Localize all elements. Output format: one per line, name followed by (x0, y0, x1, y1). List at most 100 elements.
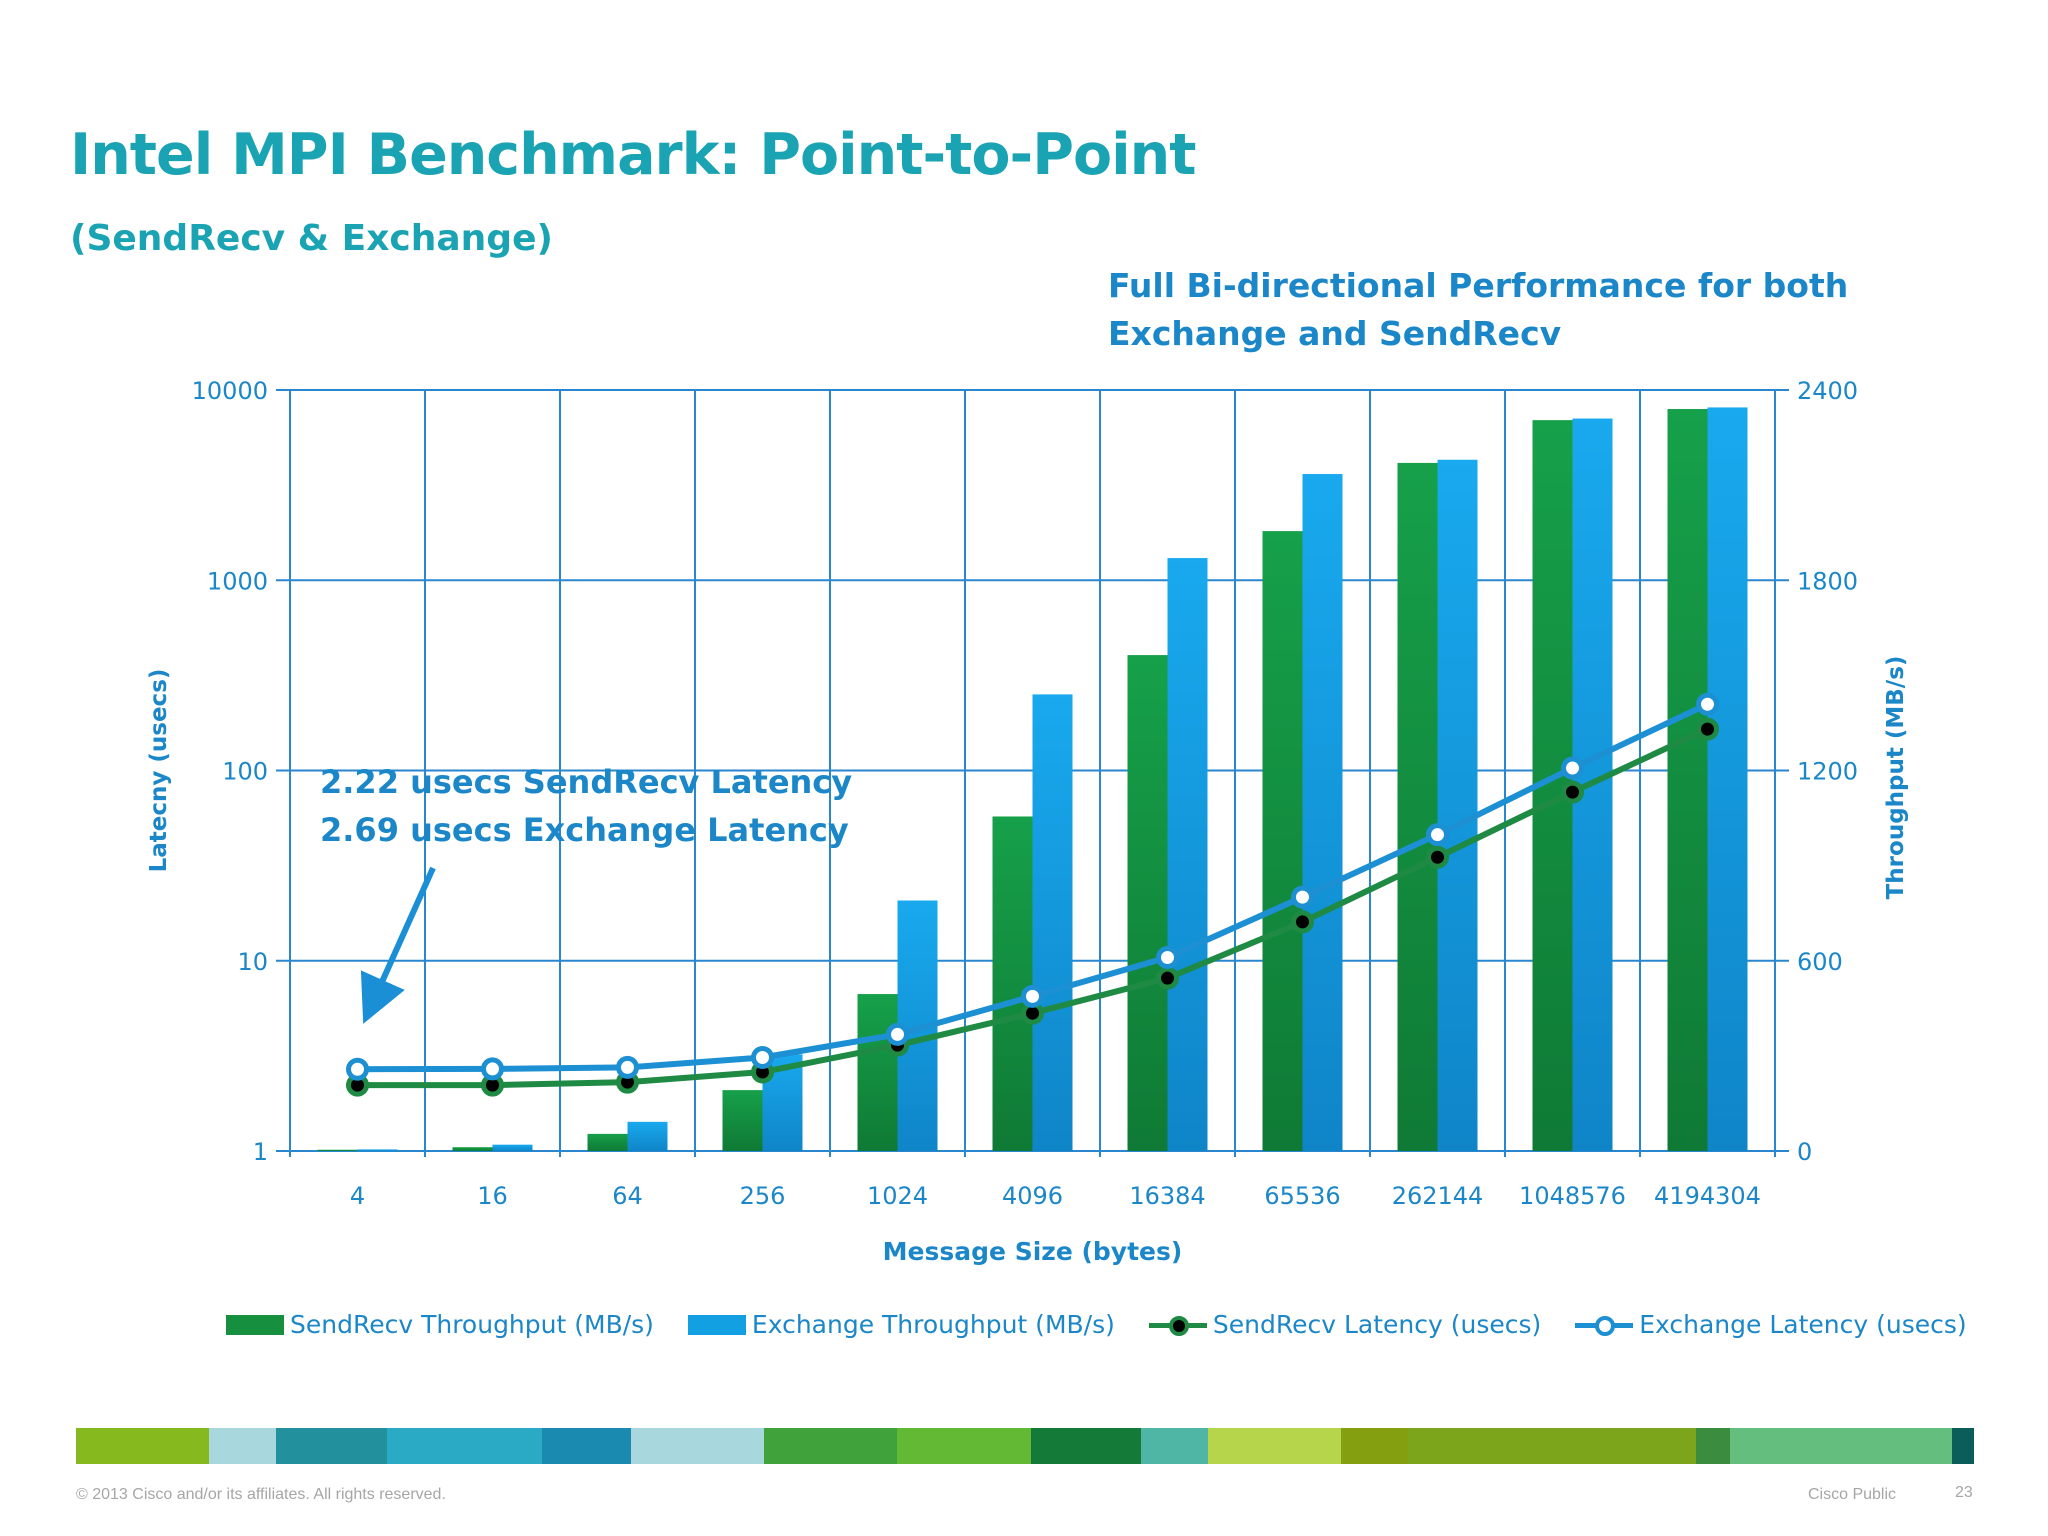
point-sendrecv-latency (1426, 845, 1449, 869)
point-exchange-latency (1561, 756, 1584, 780)
annotation-line-1: 2.22 usecs SendRecv Latency (320, 763, 853, 801)
point-exchange-latency (886, 1022, 909, 1046)
legend-swatch-green-line (1148, 1313, 1207, 1337)
footer-copyright: © 2013 Cisco and/or its affiliates. All … (76, 1486, 446, 1503)
legend-swatch-blue-bar (687, 1314, 746, 1335)
band-segment (76, 1428, 210, 1464)
x-tick-label: 65536 (1264, 1182, 1340, 1210)
y-axis-left-title: Latecny (usecs) (146, 669, 172, 873)
bar-exchange-throughput (1167, 558, 1208, 1151)
bar-sendrecv-throughput (1262, 531, 1303, 1151)
page-number: 23 (1955, 1484, 1973, 1501)
bar-sendrecv-throughput (317, 1149, 358, 1151)
band-segment (1341, 1428, 1408, 1464)
band-segment (542, 1428, 631, 1464)
band-segment (386, 1428, 543, 1464)
annotation-arrow (360, 866, 436, 1024)
band-segment (897, 1428, 1031, 1464)
point-exchange-latency (481, 1057, 504, 1081)
band-segment (764, 1428, 898, 1464)
annotation-line-2: 2.69 usecs Exchange Latency (320, 811, 849, 849)
decorative-color-band (76, 1428, 1974, 1464)
bar-exchange-throughput (357, 1149, 398, 1151)
band-segment (630, 1428, 765, 1464)
band-segment (1208, 1428, 1342, 1464)
latency-annotation: 2.22 usecs SendRecv Latency 2.69 usecs E… (320, 758, 852, 854)
bar-sendrecv-throughput (857, 994, 898, 1151)
y-left-tick-label: 10000 (192, 377, 268, 405)
band-segment (1729, 1428, 1952, 1464)
legend-swatch-blue-line (1575, 1313, 1634, 1337)
bar-exchange-throughput (1302, 474, 1343, 1151)
y-left-tick-label: 100 (222, 758, 268, 786)
callout-line-1: Full Bi-directional Performance for both (1108, 266, 1849, 305)
legend-label: SendRecv Throughput (MB/s) (290, 1310, 654, 1339)
bar-sendrecv-throughput (1127, 655, 1168, 1151)
bar-sendrecv-throughput (452, 1147, 493, 1151)
point-sendrecv-latency (1696, 717, 1719, 741)
band-segment (1696, 1428, 1730, 1464)
bar-sendrecv-throughput (1667, 409, 1708, 1151)
legend-label: Exchange Latency (usecs) (1639, 1310, 1967, 1339)
performance-callout: Full Bi-directional Performance for both… (1108, 262, 1848, 358)
point-exchange-latency (1696, 692, 1719, 716)
x-tick-label: 64 (612, 1182, 643, 1210)
y-right-tick-label: 2400 (1797, 377, 1858, 405)
legend-label: Exchange Throughput (MB/s) (751, 1310, 1115, 1339)
legend-swatch-green-bar (226, 1314, 284, 1335)
slide-title: Intel MPI Benchmark: Point-to-Point (70, 122, 1197, 188)
band-segment (1407, 1428, 1697, 1464)
band-segment (1030, 1428, 1142, 1464)
point-sendrecv-latency (1561, 780, 1584, 804)
bar-exchange-throughput (492, 1144, 533, 1151)
legend-item-sendrecv-latency: SendRecv Latency (usecs) (1148, 1310, 1542, 1339)
band-segment (209, 1428, 276, 1464)
y-right-tick-label: 1200 (1797, 758, 1858, 786)
legend-item-exchange-throughput: Exchange Throughput (MB/s) (687, 1310, 1115, 1339)
point-exchange-latency (1291, 885, 1314, 909)
legend-item-sendrecv-throughput: SendRecv Throughput (MB/s) (226, 1310, 654, 1339)
bar-exchange-throughput (1707, 407, 1748, 1151)
point-sendrecv-latency (1156, 966, 1179, 990)
point-exchange-latency (751, 1046, 774, 1070)
band-segment (275, 1428, 387, 1464)
chart-legend: SendRecv Throughput (MB/s) Exchange Thro… (226, 1310, 2001, 1339)
bar-sendrecv-throughput (1397, 462, 1438, 1151)
x-tick-label: 256 (740, 1182, 786, 1210)
legend-item-exchange-latency: Exchange Latency (usecs) (1575, 1310, 1967, 1339)
x-tick-label: 16 (477, 1182, 508, 1210)
point-sendrecv-latency (1291, 910, 1314, 934)
slide-subtitle: (SendRecv & Exchange) (70, 218, 553, 259)
bar-sendrecv-throughput (722, 1090, 763, 1151)
y-left-tick-label: 10 (237, 948, 268, 976)
point-exchange-latency (1156, 946, 1179, 970)
y-right-tick-label: 600 (1797, 948, 1843, 976)
x-tick-label: 16384 (1129, 1182, 1205, 1210)
point-exchange-latency (616, 1055, 639, 1079)
x-tick-label: 1024 (867, 1182, 928, 1210)
y-axis-right-title: Throughput (MB/s) (1883, 656, 1909, 900)
band-segment (1141, 1428, 1209, 1464)
x-tick-label: 262144 (1392, 1182, 1484, 1210)
x-tick-label: 4194304 (1654, 1182, 1761, 1210)
x-tick-label: 4096 (1002, 1182, 1063, 1210)
bar-sendrecv-throughput (992, 816, 1033, 1151)
x-axis-title: Message Size (bytes) (883, 1237, 1183, 1266)
bar-exchange-throughput (1437, 459, 1478, 1152)
point-exchange-latency (346, 1057, 369, 1081)
point-exchange-latency (1426, 823, 1449, 847)
y-right-tick-label: 0 (1797, 1138, 1812, 1166)
x-tick-label: 4 (350, 1182, 365, 1210)
footer-label: Cisco Public (1808, 1486, 1897, 1503)
y-left-tick-label: 1 (253, 1138, 268, 1166)
legend-label: SendRecv Latency (usecs) (1212, 1310, 1542, 1339)
bar-sendrecv-throughput (587, 1133, 628, 1151)
callout-line-2: Exchange and SendRecv (1108, 314, 1562, 353)
x-tick-label: 1048576 (1519, 1182, 1626, 1210)
y-left-tick-label: 1000 (207, 567, 268, 595)
point-exchange-latency (1021, 984, 1044, 1008)
bar-exchange-throughput (1032, 694, 1073, 1151)
y-right-tick-label: 1800 (1797, 567, 1858, 595)
bar-exchange-throughput (627, 1121, 668, 1151)
